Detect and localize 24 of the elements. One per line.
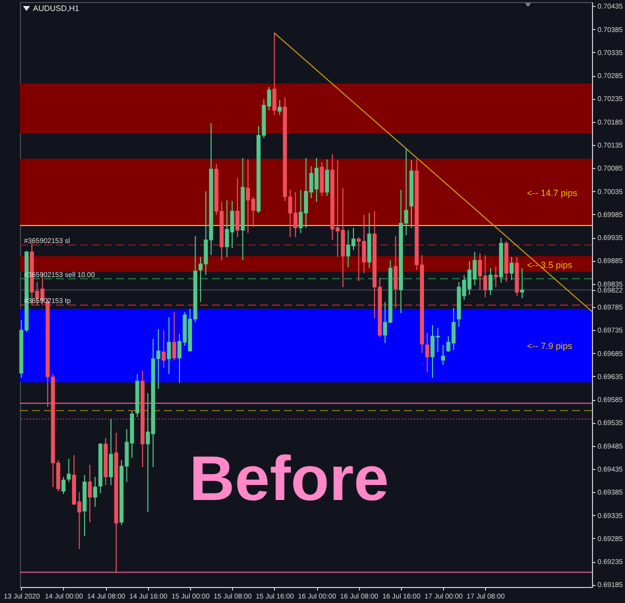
candlestick	[325, 158, 330, 196]
candlestick	[394, 236, 398, 308]
candlestick	[108, 418, 113, 486]
annotation: <-- 7.9 pips	[527, 341, 573, 351]
candlestick	[93, 476, 98, 508]
candlestick	[235, 177, 240, 238]
candlestick	[425, 332, 430, 373]
chart-title: AUDUSD,H1	[33, 4, 80, 13]
candlestick	[66, 458, 71, 482]
candlestick	[494, 266, 498, 288]
annotation: Before	[189, 444, 389, 514]
candlestick	[520, 268, 524, 299]
annotation: <-- 14.7 pips	[527, 188, 578, 198]
candlestick	[510, 256, 514, 281]
candlestick	[278, 100, 282, 116]
candlestick	[272, 32, 276, 116]
candlestick	[162, 330, 166, 369]
candlestick	[172, 312, 176, 361]
annotation: <-- 3.5 pips	[527, 260, 573, 270]
candlestick	[61, 476, 66, 494]
candlestick	[166, 316, 171, 375]
candlestick	[441, 344, 446, 366]
candlestick	[88, 464, 92, 523]
candlestick	[488, 268, 493, 296]
